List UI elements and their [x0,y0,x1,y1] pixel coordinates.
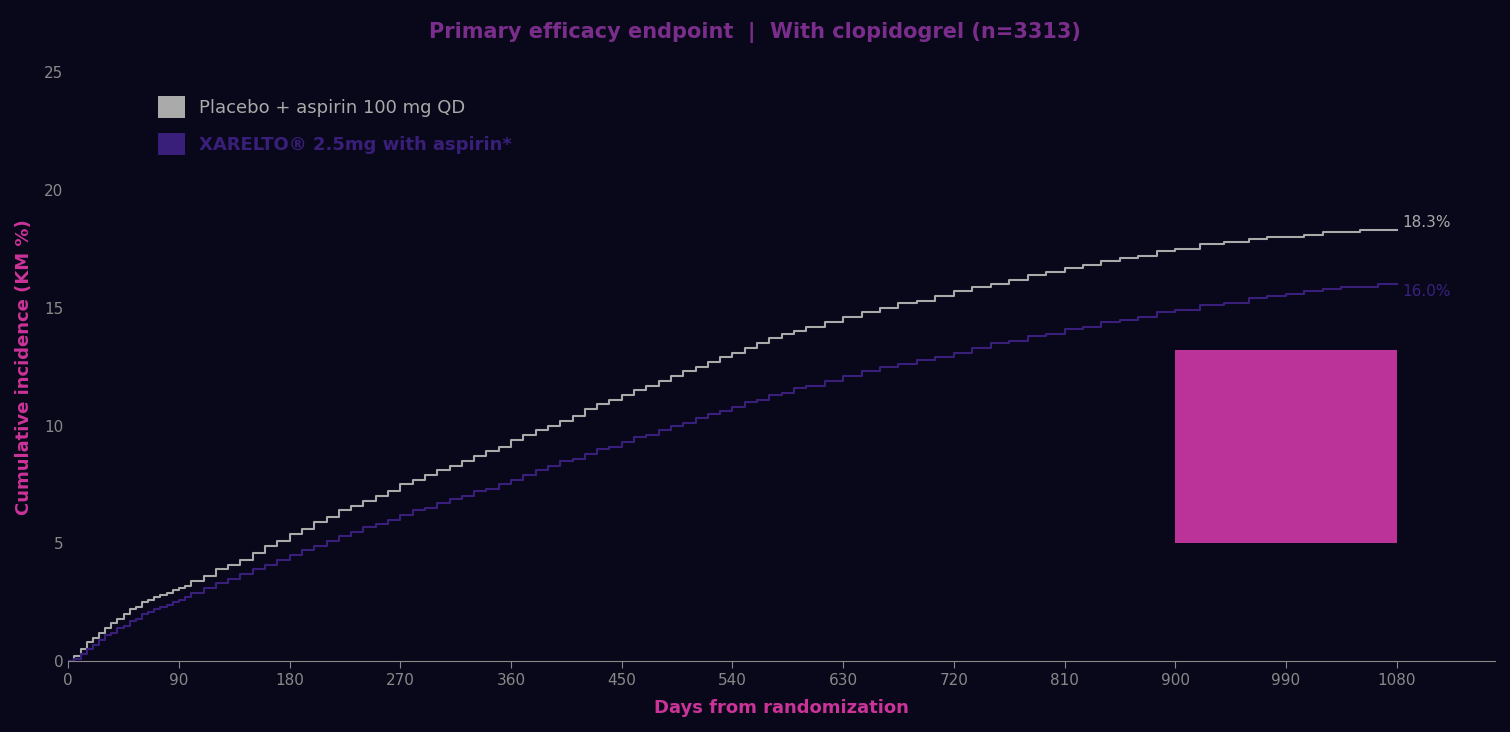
Y-axis label: Cumulative incidence (KM %): Cumulative incidence (KM %) [15,219,33,515]
Legend: Placebo + aspirin 100 mg QD, XARELTO® 2.5mg with aspirin*: Placebo + aspirin 100 mg QD, XARELTO® 2.… [148,87,521,164]
Text: Primary efficacy endpoint  |  With clopidogrel (n=3313): Primary efficacy endpoint | With clopido… [429,22,1081,43]
Text: 18.3%: 18.3% [1403,215,1451,231]
Text: 16.0%: 16.0% [1403,284,1451,299]
Bar [1175,350,1397,543]
X-axis label: Days from randomization: Days from randomization [654,699,909,717]
